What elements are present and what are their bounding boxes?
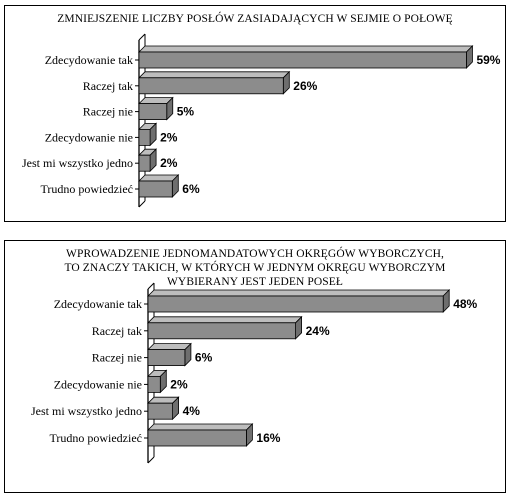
bar: [138, 103, 168, 120]
bar-top-face: [138, 71, 291, 79]
value-label: 4%: [183, 404, 201, 418]
bar: [138, 51, 467, 69]
bar-top-face: [138, 45, 474, 53]
axis-top-edge: [138, 33, 146, 41]
category-label: Zdecydowanie tak: [45, 53, 133, 67]
category-label: Raczej nie: [83, 105, 133, 119]
value-label: 2%: [160, 130, 178, 144]
axis-bottom-edge: [147, 456, 155, 464]
value-label: 2%: [160, 156, 178, 170]
category-label: Raczej tak: [83, 79, 133, 93]
value-label: 6%: [195, 351, 213, 365]
bar: [147, 429, 247, 447]
value-label: 6%: [182, 182, 200, 196]
bar: [138, 154, 151, 172]
axis-bottom-edge: [138, 200, 146, 208]
category-label: Trudno powiedzieć: [40, 182, 133, 196]
value-label: 48%: [453, 297, 477, 311]
bar: [138, 77, 284, 95]
chart-title: WPROWADZENIE JEDNOMANDATOWYCH OKRĘGÓW WY…: [5, 247, 505, 289]
chart-panel-single-member-districts: WPROWADZENIE JEDNOMANDATOWYCH OKRĘGÓW WY…: [4, 240, 506, 493]
value-label: 24%: [306, 324, 330, 338]
bar: [147, 375, 161, 393]
category-label: Jest mi wszystko jedno: [31, 404, 142, 418]
chart-title-line: WPROWADZENIE JEDNOMANDATOWYCH OKRĘGÓW WY…: [66, 248, 444, 260]
category-label: Trudno powiedzieć: [49, 431, 142, 445]
category-label: Zdecydowanie nie: [54, 377, 142, 391]
category-label: Zdecydowanie tak: [54, 297, 142, 311]
chart-title-line: WYBIERANY JEST JEDEN POSEŁ: [166, 276, 344, 288]
value-label: 26%: [293, 79, 317, 93]
value-label: 16%: [256, 431, 280, 445]
chart-title-line: ZMNIEJSZENIE LICZBY POSŁÓW ZASIADAJĄCYCH…: [57, 13, 453, 25]
bar: [147, 349, 186, 366]
bar: [138, 129, 151, 146]
bar: [147, 402, 174, 420]
chart-title: ZMNIEJSZENIE LICZBY POSŁÓW ZASIADAJĄCYCH…: [5, 12, 505, 26]
value-label: 59%: [476, 53, 500, 67]
chart-title-line: TO ZNACZY TAKICH, W KTÓRYCH W JEDNYM OKR…: [64, 262, 446, 274]
bar-chart-single-member-districts: Zdecydowanie tak 48% Raczej tak 24% Raczej n…: [31, 282, 478, 464]
bar: [147, 322, 297, 340]
bar-top-face: [147, 343, 192, 350]
value-label: 2%: [170, 377, 188, 391]
bar-top-face: [147, 289, 451, 297]
bar-top-face: [138, 174, 180, 182]
category-label: Jest mi wszystko jedno: [22, 156, 133, 170]
bar-top-face: [147, 316, 303, 324]
bar: [138, 180, 173, 198]
value-label: 5%: [177, 105, 195, 119]
bar-chart-seats-reduction: Zdecydowanie tak 59% Raczej tak 26% Raczej n…: [22, 33, 501, 208]
bar-top-face: [147, 423, 254, 431]
category-label: Raczej tak: [92, 324, 142, 338]
category-label: Raczej nie: [92, 351, 142, 365]
axis-top-edge: [147, 282, 155, 290]
category-label: Zdecydowanie nie: [45, 130, 133, 144]
bar: [147, 295, 444, 313]
chart-panel-seats-reduction: ZMNIEJSZENIE LICZBY POSŁÓW ZASIADAJĄCYCH…: [4, 5, 506, 222]
